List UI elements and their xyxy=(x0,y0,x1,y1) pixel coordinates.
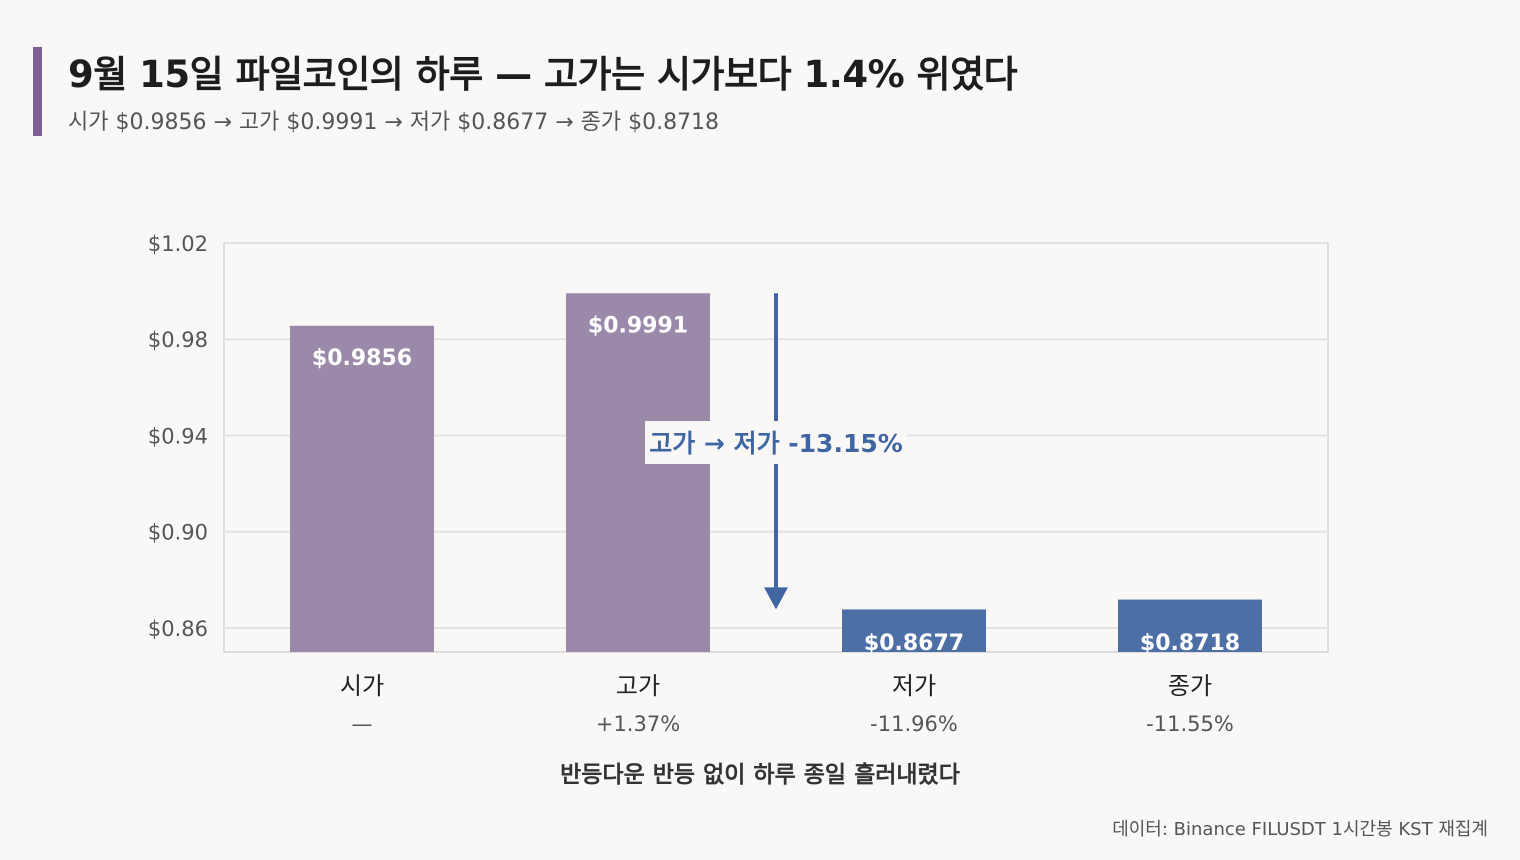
x-category-label: 시가 xyxy=(340,672,384,700)
y-tick-label: $0.98 xyxy=(148,328,208,352)
x-category-label: 저가 xyxy=(892,672,936,700)
x-change-label: +1.37% xyxy=(596,712,680,736)
x-category-label: 종가 xyxy=(1168,672,1212,700)
x-axis-label: 반등다운 반등 없이 하루 종일 흘러내렸다 xyxy=(560,762,960,788)
bar-value-label: $0.9856 xyxy=(312,346,412,371)
x-category-label: 고가 xyxy=(616,672,660,700)
chart-subtitle: 시가 $0.9856 → 고가 $0.9991 → 저가 $0.8677 → 종… xyxy=(68,110,720,135)
y-tick-label: $0.90 xyxy=(148,521,208,545)
chart-title: 9월 15일 파일코인의 하루 — 고가는 시가보다 1.4% 위였다 xyxy=(68,53,1018,96)
data-source-note: 데이터: Binance FILUSDT 1시간봉 KST 재집계 xyxy=(1112,819,1488,840)
bar-value-label: $0.8718 xyxy=(1140,631,1240,656)
annotation-label: 고가 → 저가 -13.15% xyxy=(649,429,903,458)
x-change-label: — xyxy=(352,712,373,736)
y-tick-label: $1.02 xyxy=(148,232,208,256)
y-tick-label: $0.86 xyxy=(148,617,208,641)
title-accent-bar xyxy=(33,47,42,136)
bar xyxy=(1118,599,1262,652)
drop-arrow-head xyxy=(764,587,788,610)
bar-value-label: $0.8677 xyxy=(864,631,964,656)
bar xyxy=(566,293,710,652)
bar xyxy=(842,609,986,652)
bar-value-label: $0.9991 xyxy=(588,313,688,338)
bar xyxy=(290,325,434,652)
x-change-label: -11.55% xyxy=(1146,712,1234,736)
x-change-label: -11.96% xyxy=(870,712,958,736)
y-tick-label: $0.94 xyxy=(148,424,208,448)
annotation-label-bg xyxy=(645,421,907,464)
